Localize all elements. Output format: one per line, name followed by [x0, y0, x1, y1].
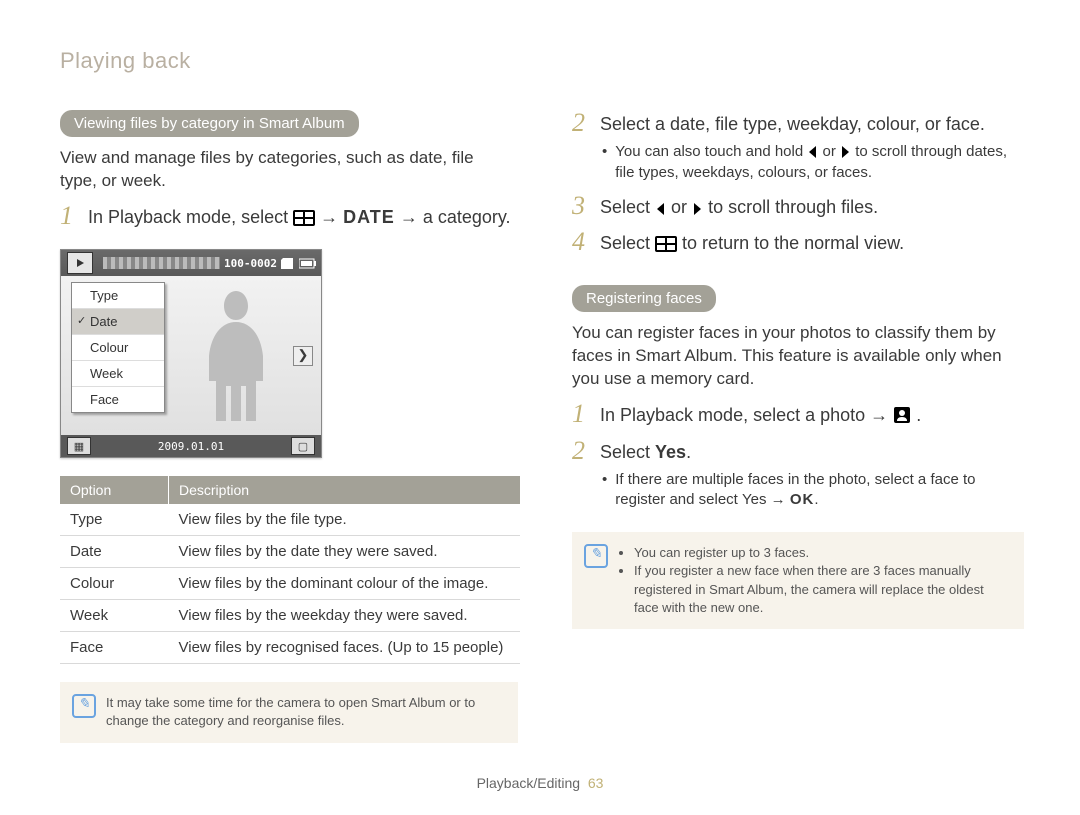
menu-item-type: Type	[72, 283, 164, 309]
lcd-date: 2009.01.01	[158, 440, 224, 453]
left-arrow-icon	[807, 145, 818, 159]
right-step-4: 4 Select to return to the normal view.	[572, 229, 1024, 255]
th-description: Description	[169, 476, 521, 504]
option-table: Option Description TypeView files by the…	[60, 476, 520, 664]
info-icon: ✎	[584, 544, 608, 568]
table-row: TypeView files by the file type.	[60, 504, 520, 536]
face-register-icon	[893, 406, 911, 424]
registering-intro: You can register faces in your photos to…	[572, 322, 1024, 391]
right-arrow-icon	[692, 202, 703, 216]
registering-faces-title: Registering faces	[572, 285, 716, 312]
note-item: You can register up to 3 faces.	[634, 544, 1008, 562]
thumbnail-icon	[293, 210, 315, 226]
page-footer: Playback/Editing 63	[0, 775, 1080, 791]
lcd-thumb-icon: ▦	[67, 437, 91, 455]
sd-icon	[281, 258, 295, 269]
menu-item-date: Date	[72, 309, 164, 335]
step-number: 2	[572, 438, 590, 464]
battery-icon	[299, 258, 317, 269]
step2-bullet: • You can also touch and hold or to scro…	[602, 142, 1024, 183]
right-step-3: 3 Select or to scroll through files.	[572, 193, 1024, 219]
lcd-single-icon: ▢	[291, 437, 315, 455]
lcd-frame-id: 100-0002	[224, 257, 277, 270]
step-text: Select a date, file type, weekday, colou…	[600, 110, 985, 136]
step-number: 1	[60, 203, 78, 229]
th-option: Option	[60, 476, 169, 504]
play-icon	[67, 252, 93, 274]
table-row: WeekView files by the weekday they were …	[60, 600, 520, 632]
lcd-right-arrow: ❯	[293, 346, 313, 366]
step-number: 4	[572, 229, 590, 255]
note-item: If you register a new face when there ar…	[634, 562, 1008, 617]
right-column: 2 Select a date, file type, weekday, col…	[572, 110, 1024, 743]
reg-step-1: 1 In Playback mode, select a photo → .	[572, 401, 1024, 427]
note-box-faces: ✎ You can register up to 3 faces. If you…	[572, 532, 1024, 629]
footer-section: Playback/Editing	[477, 775, 581, 791]
left-column: Viewing files by category in Smart Album…	[60, 110, 512, 743]
menu-item-colour: Colour	[72, 335, 164, 361]
table-row: DateView files by the date they were sav…	[60, 536, 520, 568]
table-row: FaceView files by recognised faces. (Up …	[60, 632, 520, 664]
step-number: 3	[572, 193, 590, 219]
table-row: ColourView files by the dominant colour …	[60, 568, 520, 600]
left-arrow-icon	[655, 202, 666, 216]
right-arrow-icon	[840, 145, 851, 159]
reg-step-2: 2 Select Yes.	[572, 438, 1024, 464]
breadcrumb: Playing back	[60, 48, 1024, 74]
info-icon: ✎	[72, 694, 96, 718]
right-step-2: 2 Select a date, file type, weekday, col…	[572, 110, 1024, 136]
menu-item-face: Face	[72, 387, 164, 412]
step-number: 2	[572, 110, 590, 136]
step-text-part: → a category.	[400, 207, 511, 227]
note-text: It may take some time for the camera to …	[106, 694, 502, 730]
note-box: ✎ It may take some time for the camera t…	[60, 682, 518, 742]
step-text-part: →	[320, 207, 343, 227]
ok-glyph: OK	[790, 491, 815, 508]
intro-text: View and manage files by categories, suc…	[60, 147, 512, 193]
camera-lcd: 100-0002 Type Date	[60, 249, 512, 458]
step-text-part: In Playback mode, select	[88, 207, 293, 227]
lcd-category-menu: Type Date Colour Week Face	[71, 282, 165, 413]
reg-step2-bullet: • If there are multiple faces in the pho…	[602, 470, 1024, 511]
left-step-1: 1 In Playback mode, select → DATE → a ca…	[60, 203, 512, 229]
menu-item-week: Week	[72, 361, 164, 387]
footer-page: 63	[588, 775, 604, 791]
section-title: Viewing files by category in Smart Album	[60, 110, 359, 137]
step-number: 1	[572, 401, 590, 427]
date-glyph: DATE	[343, 207, 395, 227]
silhouette	[191, 286, 281, 425]
thumbnail-icon	[655, 236, 677, 252]
